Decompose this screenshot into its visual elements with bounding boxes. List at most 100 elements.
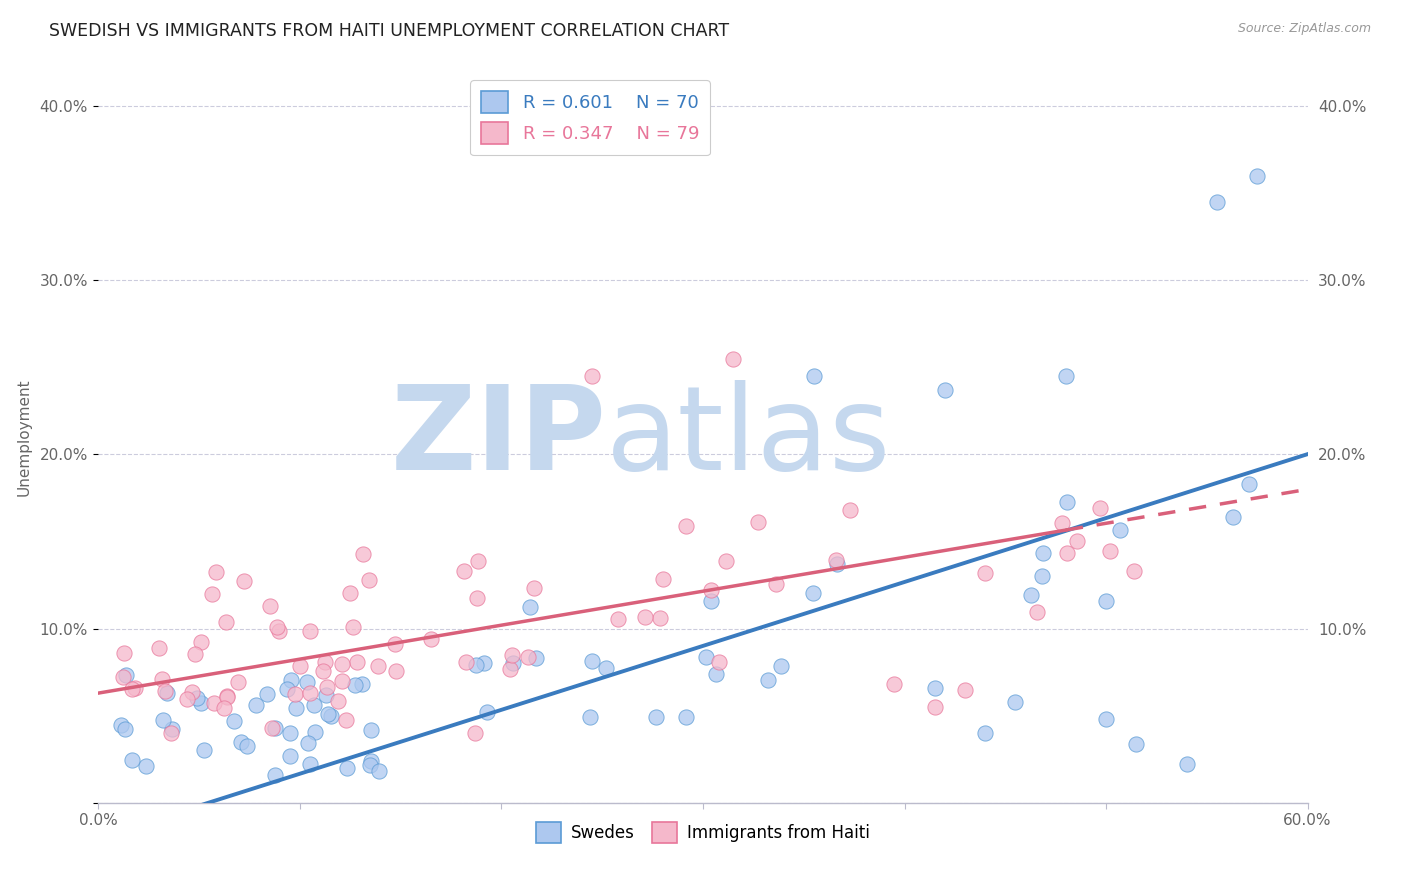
Point xyxy=(360,754,382,768)
Point xyxy=(332,674,354,689)
Point xyxy=(934,383,956,397)
Point xyxy=(202,696,225,710)
Point xyxy=(111,670,134,684)
Point xyxy=(1031,569,1053,583)
Point xyxy=(278,749,301,764)
Point xyxy=(135,759,157,773)
Point xyxy=(297,736,319,750)
Point xyxy=(360,723,382,737)
Point xyxy=(501,648,523,662)
Point xyxy=(316,706,339,721)
Point xyxy=(124,681,146,696)
Point xyxy=(314,655,336,669)
Point xyxy=(1125,737,1147,751)
Point xyxy=(342,620,364,634)
Point xyxy=(756,673,779,688)
Point xyxy=(924,681,946,695)
Point xyxy=(1222,509,1244,524)
Point xyxy=(1175,757,1198,772)
Point xyxy=(1004,695,1026,709)
Point xyxy=(112,646,135,660)
Point xyxy=(330,657,353,671)
Point xyxy=(695,650,717,665)
Point xyxy=(284,686,307,700)
Point xyxy=(256,687,278,701)
Point xyxy=(420,632,443,646)
Point xyxy=(675,518,697,533)
Point xyxy=(519,599,541,614)
Point xyxy=(524,650,547,665)
Point xyxy=(974,566,997,581)
Point xyxy=(499,662,522,676)
Point xyxy=(280,673,302,688)
Point xyxy=(595,661,617,675)
Point xyxy=(352,677,374,691)
Point xyxy=(675,710,697,724)
Point xyxy=(315,680,337,694)
Point xyxy=(824,553,846,567)
Point xyxy=(183,648,205,662)
Point xyxy=(579,710,602,724)
Point xyxy=(1026,605,1049,619)
Point xyxy=(883,677,905,691)
Point xyxy=(186,691,208,706)
Point xyxy=(453,565,475,579)
Point xyxy=(299,686,322,700)
Point xyxy=(114,668,136,682)
Point xyxy=(114,723,136,737)
Point xyxy=(298,757,321,772)
Point xyxy=(1237,477,1260,491)
Point xyxy=(359,758,381,772)
Point xyxy=(222,714,245,728)
Point xyxy=(319,709,342,723)
Point xyxy=(315,688,337,702)
Point xyxy=(367,659,389,673)
Point xyxy=(176,691,198,706)
Point xyxy=(1056,494,1078,508)
Point xyxy=(385,664,408,678)
Point xyxy=(190,635,212,649)
Point xyxy=(263,767,285,781)
Point xyxy=(1090,501,1112,516)
Point xyxy=(295,675,318,690)
Point xyxy=(1095,594,1118,608)
Point xyxy=(217,689,239,703)
Point xyxy=(339,586,361,600)
Point xyxy=(156,686,179,700)
Point xyxy=(607,612,630,626)
Point xyxy=(304,698,326,712)
Point xyxy=(465,658,488,673)
Point xyxy=(825,557,848,571)
Point xyxy=(1098,544,1121,558)
Text: SWEDISH VS IMMIGRANTS FROM HAITI UNEMPLOYMENT CORRELATION CHART: SWEDISH VS IMMIGRANTS FROM HAITI UNEMPLO… xyxy=(49,22,730,40)
Point xyxy=(1032,546,1054,560)
Point xyxy=(581,654,603,668)
Point xyxy=(226,674,249,689)
Point xyxy=(1109,523,1132,537)
Point xyxy=(1095,712,1118,726)
Point xyxy=(267,624,290,638)
Point xyxy=(467,553,489,567)
Point xyxy=(260,721,283,735)
Point xyxy=(839,502,862,516)
Point xyxy=(278,726,301,740)
Point xyxy=(707,655,730,669)
Point xyxy=(160,722,183,736)
Point xyxy=(801,586,824,600)
Point xyxy=(190,696,212,710)
Point xyxy=(463,726,485,740)
Point xyxy=(747,515,769,529)
Point xyxy=(769,659,792,673)
Point xyxy=(266,620,288,634)
Point xyxy=(236,739,259,753)
Text: Source: ZipAtlas.com: Source: ZipAtlas.com xyxy=(1237,22,1371,36)
Point xyxy=(974,726,997,740)
Point xyxy=(298,624,321,638)
Point xyxy=(1056,546,1078,560)
Point xyxy=(121,681,143,696)
Point xyxy=(336,761,359,775)
Point xyxy=(259,599,281,614)
Point xyxy=(1206,194,1229,209)
Point xyxy=(352,547,374,561)
Point xyxy=(205,566,228,580)
